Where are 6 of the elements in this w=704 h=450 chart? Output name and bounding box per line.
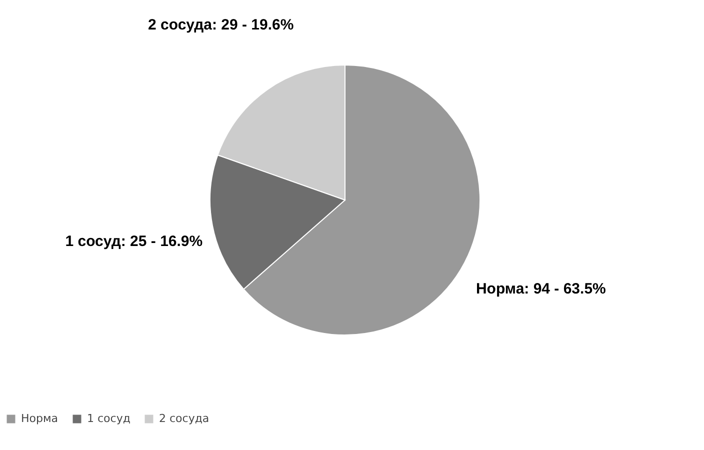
legend-label: Норма xyxy=(21,412,58,425)
data-label: 1 сосуд: 25 - 16.9% xyxy=(65,232,203,250)
data-label: 2 сосуда: 29 - 19.6% xyxy=(148,16,294,34)
data-label: Норма: 94 - 63.5% xyxy=(476,280,606,298)
legend-label: 2 сосуда xyxy=(159,412,210,425)
legend-label: 1 сосуд xyxy=(87,412,131,425)
